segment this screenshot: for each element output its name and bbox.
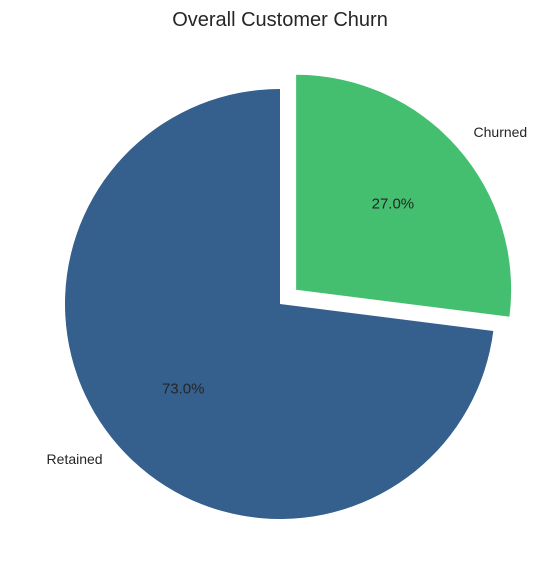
- pie-slice-retained: [65, 89, 494, 519]
- slice-percent-retained: 73.0%: [162, 380, 205, 397]
- slice-label-churned: Churned: [474, 124, 528, 140]
- slice-label-retained: Retained: [47, 451, 103, 467]
- pie-slice-churned: [296, 74, 512, 317]
- labels-layer: Retained 73.0% Churned 27.0%: [47, 124, 528, 467]
- slice-percent-churned: 27.0%: [372, 195, 415, 212]
- chart-title: Overall Customer Churn: [172, 9, 388, 31]
- slices-layer: [65, 74, 512, 519]
